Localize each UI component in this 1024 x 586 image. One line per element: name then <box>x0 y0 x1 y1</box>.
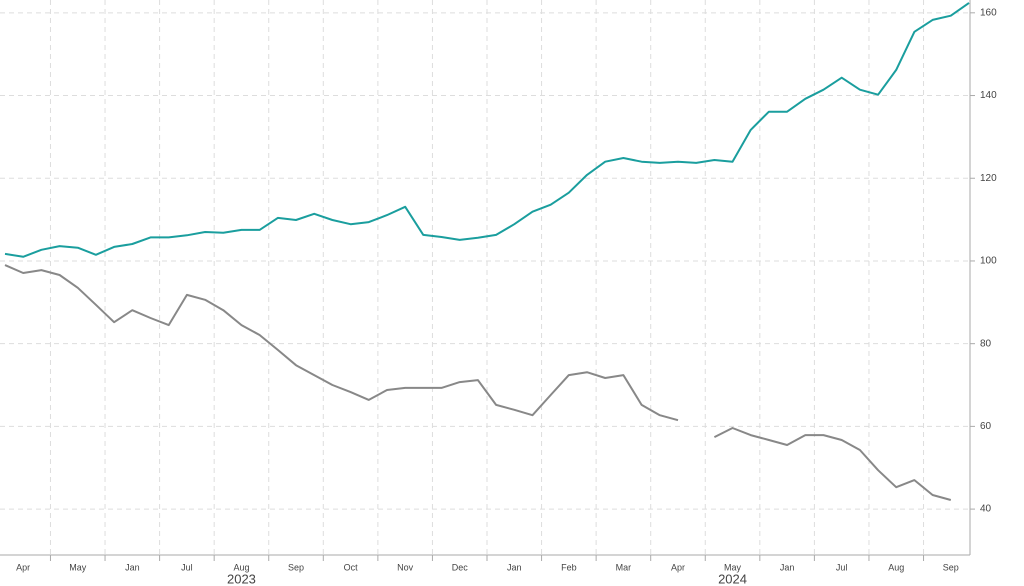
y-tick-label: 140 <box>980 90 997 101</box>
x-tick-label: Oct <box>344 562 359 572</box>
x-tick-label: Jan <box>125 562 140 572</box>
x-tick-label: Sep <box>943 562 959 572</box>
x-tick-label: May <box>69 562 87 572</box>
series-line <box>4 264 952 501</box>
x-tick-label: Feb <box>561 562 577 572</box>
x-tick-label: Nov <box>397 562 414 572</box>
x-tick-label: Aug <box>233 562 249 572</box>
y-tick-label: 120 <box>980 173 997 184</box>
series-line <box>4 2 970 258</box>
x-tick-label: Dec <box>452 562 469 572</box>
x-tick-label: Jan <box>780 562 795 572</box>
x-tick-label: Aug <box>888 562 904 572</box>
x-group-label: 2024 <box>718 571 747 586</box>
x-tick-label: May <box>724 562 742 572</box>
x-tick-label: Mar <box>616 562 632 572</box>
x-tick-label: Apr <box>16 562 30 572</box>
x-tick-label: Jul <box>181 562 193 572</box>
x-tick-label: Jul <box>836 562 848 572</box>
y-tick-label: 160 <box>980 7 997 18</box>
x-tick-label: Sep <box>288 562 304 572</box>
y-tick-label: 40 <box>980 504 992 515</box>
y-tick-label: 100 <box>980 256 997 267</box>
x-tick-label: Jan <box>507 562 522 572</box>
y-tick-label: 80 <box>980 338 992 349</box>
x-group-label: 2023 <box>227 571 256 586</box>
x-tick-label: Apr <box>671 562 685 572</box>
y-tick-label: 60 <box>980 421 992 432</box>
